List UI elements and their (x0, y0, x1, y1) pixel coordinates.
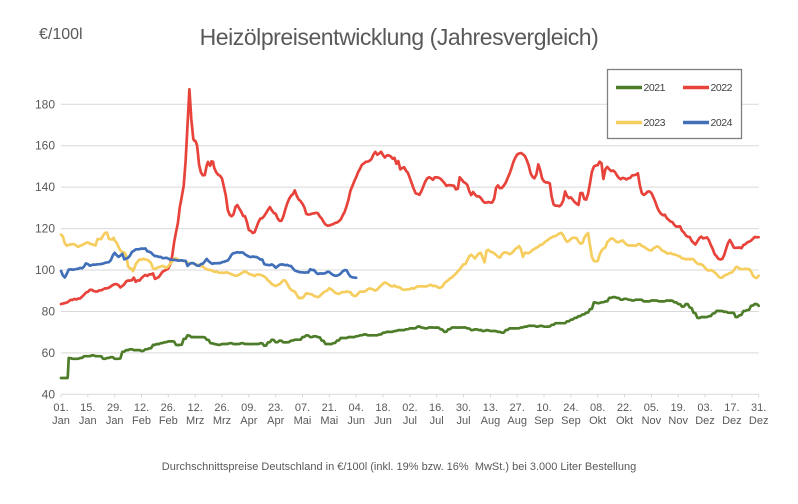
svg-text:2021: 2021 (644, 82, 666, 94)
svg-text:Aug: Aug (507, 415, 527, 427)
svg-text:26.: 26. (214, 402, 229, 414)
svg-text:21.: 21. (322, 402, 337, 414)
svg-text:12.: 12. (134, 402, 149, 414)
svg-text:80: 80 (42, 304, 56, 318)
svg-text:19.: 19. (671, 402, 686, 414)
svg-text:Feb: Feb (159, 415, 178, 427)
svg-text:100: 100 (35, 263, 55, 277)
svg-text:Dez: Dez (749, 415, 769, 427)
svg-text:23.: 23. (268, 402, 283, 414)
svg-text:16.: 16. (429, 402, 444, 414)
svg-text:120: 120 (35, 222, 55, 236)
svg-text:22.: 22. (617, 402, 632, 414)
svg-text:Okt: Okt (616, 415, 633, 427)
svg-text:26.: 26. (161, 402, 176, 414)
svg-text:07.: 07. (295, 402, 310, 414)
svg-text:Feb: Feb (132, 415, 151, 427)
svg-text:17.: 17. (724, 402, 739, 414)
svg-text:08.: 08. (590, 402, 605, 414)
svg-text:2023: 2023 (644, 117, 666, 129)
svg-text:Mrz: Mrz (213, 415, 231, 427)
svg-text:Dez: Dez (722, 415, 742, 427)
svg-text:Jun: Jun (347, 415, 365, 427)
svg-text:Sep: Sep (534, 415, 554, 427)
svg-text:10.: 10. (536, 402, 551, 414)
svg-text:Nov: Nov (668, 415, 688, 427)
svg-text:Apr: Apr (240, 415, 257, 427)
svg-text:Jan: Jan (106, 415, 124, 427)
svg-text:15.: 15. (80, 402, 95, 414)
svg-text:160: 160 (35, 139, 55, 153)
svg-text:40: 40 (42, 387, 56, 401)
svg-text:Mrz: Mrz (186, 415, 204, 427)
svg-text:Jan: Jan (79, 415, 97, 427)
svg-text:13.: 13. (483, 402, 498, 414)
svg-text:140: 140 (35, 180, 55, 194)
svg-text:31.: 31. (751, 402, 766, 414)
svg-text:03.: 03. (697, 402, 712, 414)
svg-text:180: 180 (35, 97, 55, 111)
svg-text:Mai: Mai (294, 415, 312, 427)
svg-text:27.: 27. (510, 402, 525, 414)
svg-text:60: 60 (42, 346, 56, 360)
svg-text:05.: 05. (644, 402, 659, 414)
svg-text:04.: 04. (349, 402, 364, 414)
svg-text:Aug: Aug (481, 415, 501, 427)
svg-text:Jul: Jul (403, 415, 417, 427)
svg-text:12.: 12. (188, 402, 203, 414)
svg-text:Apr: Apr (267, 415, 284, 427)
svg-text:Sep: Sep (561, 415, 581, 427)
svg-text:02.: 02. (402, 402, 417, 414)
svg-text:18.: 18. (375, 402, 390, 414)
svg-text:Jun: Jun (374, 415, 392, 427)
svg-text:Nov: Nov (642, 415, 662, 427)
svg-text:Jul: Jul (430, 415, 444, 427)
svg-text:2024: 2024 (711, 117, 733, 129)
svg-text:30.: 30. (456, 402, 471, 414)
svg-text:09.: 09. (241, 402, 256, 414)
svg-text:Mai: Mai (320, 415, 338, 427)
svg-text:2022: 2022 (711, 82, 733, 94)
svg-text:Jul: Jul (456, 415, 470, 427)
svg-text:Dez: Dez (695, 415, 715, 427)
svg-text:29.: 29. (107, 402, 122, 414)
svg-text:Jan: Jan (52, 415, 70, 427)
svg-text:Okt: Okt (589, 415, 606, 427)
svg-text:24.: 24. (563, 402, 578, 414)
svg-text:01.: 01. (53, 402, 68, 414)
